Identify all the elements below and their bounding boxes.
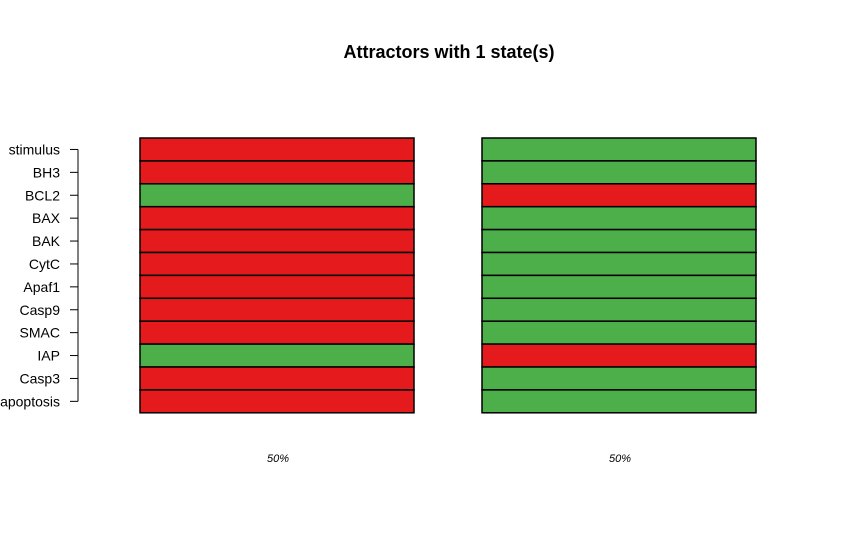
y-tick-label-cytc: CytC — [29, 256, 60, 272]
cell-attractor-2-apaf1 — [481, 274, 757, 300]
cell-attractor-1-casp3 — [139, 366, 415, 391]
chart-title: Attractors with 1 state(s) — [343, 42, 554, 62]
cell-attractor-2-apoptosis — [481, 389, 757, 414]
y-axis: stimulus BH3 BCL2 BAX BAK CytC Apaf1 Casp9 SMAC I… — [0, 141, 79, 409]
y-tick-label-bh3: BH3 — [33, 164, 60, 180]
cell-attractor-1-bh3 — [139, 160, 415, 185]
y-tick-label-bax: BAX — [32, 210, 61, 226]
cell-attractor-1-casp9 — [139, 297, 415, 322]
cell-attractor-1-apoptosis — [139, 389, 415, 414]
cell-attractor-2-bcl2 — [481, 183, 757, 208]
percentage-labels: 50% 50% — [267, 453, 631, 465]
y-tick-label-bak: BAK — [32, 233, 61, 249]
attractor-grid — [139, 137, 757, 414]
cell-attractor-1-cytc — [139, 251, 415, 277]
y-tick-label-apaf1: Apaf1 — [23, 279, 60, 295]
cell-attractor-2-stimulus — [481, 137, 757, 162]
y-tick-label-stimulus: stimulus — [9, 141, 60, 157]
cell-attractor-1-apaf1 — [139, 274, 415, 300]
cell-attractor-2-casp9 — [481, 297, 757, 322]
cell-attractor-1-bak — [139, 228, 415, 254]
y-tick-label-casp9: Casp9 — [20, 302, 61, 318]
cell-attractor-2-bax — [481, 205, 757, 231]
cell-attractor-2-bh3 — [481, 160, 757, 185]
y-tick-label-smac: SMAC — [20, 325, 60, 341]
y-tick-label-apoptosis: apoptosis — [0, 393, 60, 409]
cell-attractor-1-bcl2 — [139, 183, 415, 208]
y-tick-label-iap: IAP — [37, 348, 60, 364]
y-tick-label-casp3: Casp3 — [20, 370, 61, 386]
cell-attractor-2-casp3 — [481, 366, 757, 391]
cell-attractor-1-stimulus — [139, 137, 415, 162]
cell-attractor-2-iap — [481, 343, 757, 368]
cell-attractor-1-smac — [139, 320, 415, 345]
attractor-1-percentage: 50% — [267, 453, 289, 465]
cell-attractor-2-bak — [481, 228, 757, 254]
cell-attractor-2-smac — [481, 320, 757, 345]
attractor-2-percentage: 50% — [609, 453, 631, 465]
cell-attractor-1-bax — [139, 205, 415, 231]
y-tick-label-bcl2: BCL2 — [25, 187, 60, 203]
cell-attractor-1-iap — [139, 343, 415, 368]
cell-attractor-2-cytc — [481, 251, 757, 277]
